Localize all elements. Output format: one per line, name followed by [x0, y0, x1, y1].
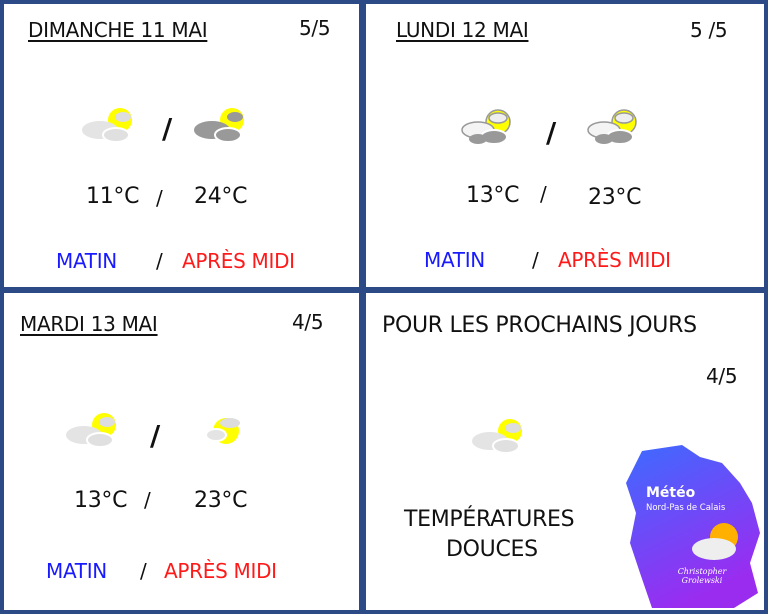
temp-morning: 13°C	[466, 183, 520, 208]
outlook-rating: 4/5	[706, 364, 738, 388]
sun-behind-dark-clouds-icon	[193, 107, 245, 143]
day-panel-sunday: DIMANCHE 11 MAI 5/5 / 11°C / 24°C MATIN …	[4, 4, 359, 287]
day-panel-tuesday: MARDI 13 MAI 4/5 / 13°C / 23°C MATIN / A…	[4, 293, 359, 610]
outlook-text-line1: TEMPÉRATURES	[404, 507, 575, 532]
temp-morning: 11°C	[86, 184, 140, 209]
day-rating: 5 /5	[690, 18, 728, 42]
outlook-panel: POUR LES PROCHAINS JOURS 4/5 TEMPÉRATURE…	[366, 293, 764, 610]
sun-behind-light-clouds-icon	[81, 107, 133, 143]
label-morning: MATIN	[56, 249, 117, 273]
logo-title: Météo	[646, 485, 696, 501]
sun-behind-light-clouds-icon	[471, 418, 523, 454]
logo-author: Christopher Grolewski	[677, 567, 727, 585]
day-rating: 4/5	[292, 310, 324, 334]
outlook-text-line2: DOUCES	[446, 537, 538, 562]
day-title: DIMANCHE 11 MAI	[28, 18, 208, 42]
outlook-title: POUR LES PROCHAINS JOURS	[382, 313, 697, 338]
separator: /	[162, 112, 172, 145]
separator: /	[532, 248, 539, 272]
temp-afternoon: 23°C	[588, 185, 642, 210]
sun-behind-clouds-icon	[587, 109, 637, 145]
day-title: LUNDI 12 MAI	[396, 18, 529, 42]
label-afternoon: APRÈS MIDI	[164, 559, 277, 583]
logo-subtitle: Nord-Pas de Calais	[646, 503, 726, 513]
sun-behind-light-clouds-icon	[65, 412, 117, 448]
separator: /	[540, 182, 547, 206]
separator: /	[140, 559, 147, 583]
separator: /	[156, 186, 163, 210]
label-afternoon: APRÈS MIDI	[558, 248, 671, 272]
separator: /	[546, 116, 556, 149]
separator: /	[144, 488, 151, 512]
sun-small-cloud-icon	[205, 417, 241, 445]
day-title: MARDI 13 MAI	[20, 312, 158, 336]
day-panel-monday: LUNDI 12 MAI 5 /5 / 13°C / 23°C MATIN / …	[366, 4, 764, 287]
temp-morning: 13°C	[74, 488, 128, 513]
temp-afternoon: 24°C	[194, 184, 248, 209]
sun-behind-clouds-icon	[461, 109, 511, 145]
label-morning: MATIN	[424, 248, 485, 272]
separator: /	[150, 419, 160, 452]
day-rating: 5/5	[299, 16, 331, 40]
temp-afternoon: 23°C	[194, 488, 248, 513]
separator: /	[156, 249, 163, 273]
meteo-logo: Météo Nord-Pas de Calais Christopher Gro…	[622, 443, 762, 608]
label-afternoon: APRÈS MIDI	[182, 249, 295, 273]
label-morning: MATIN	[46, 559, 107, 583]
